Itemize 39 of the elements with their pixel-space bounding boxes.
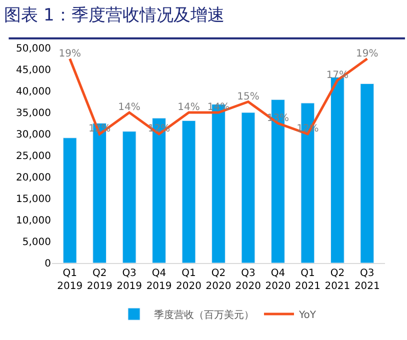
y-tick-label: 20,000 xyxy=(16,172,51,184)
bar xyxy=(122,131,136,263)
bar xyxy=(330,76,344,263)
data-label: 14% xyxy=(118,102,140,113)
y-tick-label: 35,000 xyxy=(16,108,51,119)
y-tick-label: 30,000 xyxy=(16,130,51,140)
x-tick-label: Q3 2020 xyxy=(236,268,261,292)
x-tick-label: Q1 2019 xyxy=(57,268,83,292)
y-tick-label: 50,000 xyxy=(16,44,51,54)
bar xyxy=(62,138,77,263)
data-label: 12% xyxy=(296,124,319,134)
y-tick-label: 10,000 xyxy=(16,216,51,226)
x-tick-label: Q3 2021 xyxy=(354,268,380,292)
bar xyxy=(241,112,256,263)
x-tick-label: Q1 2021 xyxy=(294,268,320,292)
data-label: 19% xyxy=(58,48,81,60)
y-tick-label: 5,000 xyxy=(22,237,51,248)
x-tick-label: Q2 2021 xyxy=(324,268,350,292)
legend-label: YoY xyxy=(298,310,317,321)
y-tick-label: 25,000 xyxy=(16,151,51,162)
data-label: 12% xyxy=(88,124,111,134)
y-tick-label: 15,000 xyxy=(16,194,51,205)
chart-title: 图表 1：季度营收情况及增速 xyxy=(4,5,224,26)
legend-label: 季度营收（百万美元） xyxy=(154,308,254,321)
bar xyxy=(360,83,374,263)
x-tick-label: Q3 2019 xyxy=(116,268,142,292)
x-tick-label: Q1 2020 xyxy=(176,268,202,292)
data-label: 14% xyxy=(178,102,200,113)
x-tick-label: Q4 2019 xyxy=(146,268,172,292)
data-label: 12% xyxy=(148,124,170,134)
x-tick-label: Q4 2020 xyxy=(265,268,291,292)
x-tick-label: Q2 2019 xyxy=(86,268,112,292)
y-tick-label: 0 xyxy=(44,258,51,270)
x-tick-label: Q2 2020 xyxy=(206,268,232,292)
data-label: 19% xyxy=(356,48,378,60)
data-label: 15% xyxy=(237,91,260,102)
y-tick-label: 45,000 xyxy=(16,65,51,76)
y-tick-label: 40,000 xyxy=(16,86,51,98)
bar xyxy=(182,120,196,263)
